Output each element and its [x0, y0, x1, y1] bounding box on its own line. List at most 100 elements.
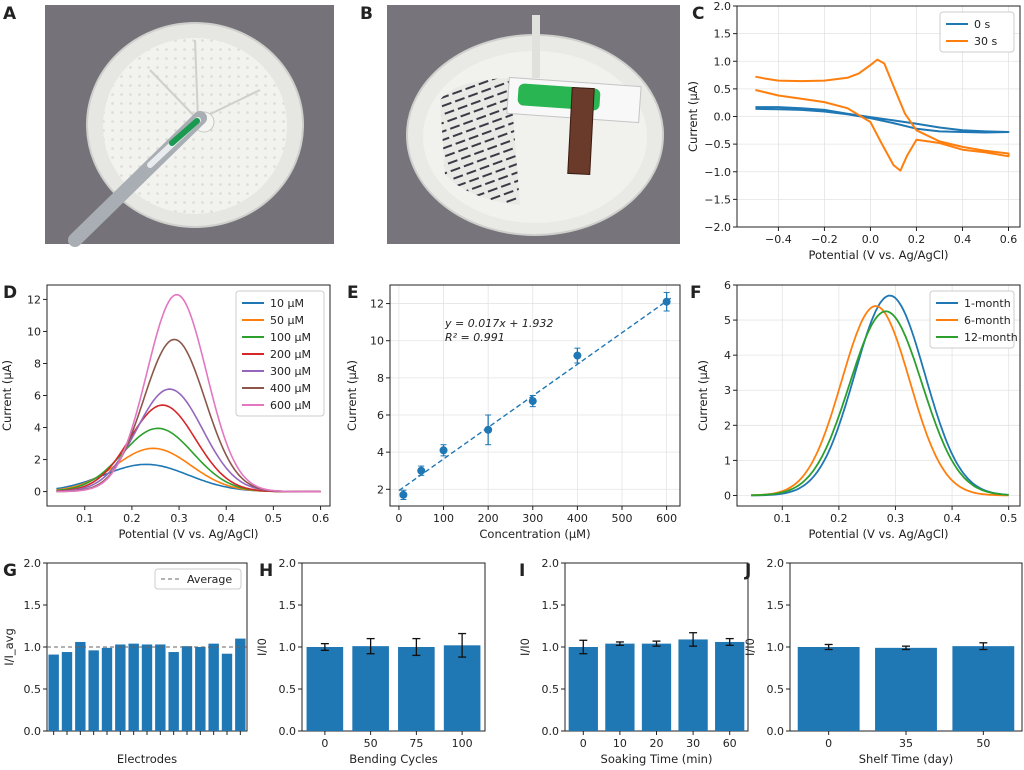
x-tick-label: 0.4 [217, 512, 235, 525]
y-tick-label: 1.0 [767, 641, 785, 654]
y-tick-label: 0.5 [279, 683, 297, 696]
y-axis-label: Current (μA) [345, 360, 359, 431]
y-tick-label: 1.0 [24, 641, 42, 654]
bar [61, 652, 73, 731]
y-tick-label: −0.5 [704, 138, 731, 151]
panel-label-d: D [3, 283, 17, 303]
axes-frame [736, 284, 1021, 507]
legend-label: 0 s [974, 18, 990, 31]
bar [128, 643, 139, 731]
x-tick-label: −0.2 [811, 233, 838, 246]
x-tick-label: 0.0 [862, 233, 880, 246]
y-tick-label: 1.5 [24, 599, 42, 612]
y-tick-label: 1 [724, 454, 731, 467]
y-axis-label: I/I0 [255, 638, 269, 656]
y-tick-label: 0.0 [279, 725, 297, 738]
green-liquid [169, 118, 200, 146]
bar [605, 643, 635, 731]
legend-label: 10 μM [270, 297, 304, 310]
x-tick-label: 200 [478, 512, 499, 525]
photo-b [387, 5, 680, 244]
panel-label-i: I [519, 561, 525, 581]
y-tick-label: 12 [370, 298, 384, 311]
y-tick-label: 2.0 [279, 557, 297, 570]
data-point [417, 466, 426, 475]
x-axis-label: Concentration (μM) [479, 527, 590, 541]
data-point [439, 446, 448, 455]
y-tick-label: 1.5 [767, 599, 785, 612]
x-tick-label: 400 [567, 512, 588, 525]
x-tick-label: 0.4 [954, 233, 972, 246]
x-axis-label: Potential (V vs. Ag/AgCl) [118, 527, 258, 541]
y-tick-label: 1.0 [714, 55, 732, 68]
y-tick-label: 6 [724, 279, 731, 292]
y-tick-label: 4 [724, 349, 731, 362]
x-tick-label: 100 [452, 737, 473, 750]
y-tick-label: 0.5 [714, 83, 732, 96]
x-tick-label: 30 [686, 737, 700, 750]
bar [797, 647, 860, 731]
y-tick-label: 1.0 [279, 641, 297, 654]
bar [568, 647, 598, 731]
legend: 0 s 30 s [939, 11, 1015, 53]
bar [75, 641, 86, 731]
y-tick-label: 6 [377, 409, 384, 422]
y-tick-label: 1.0 [542, 641, 560, 654]
bar [715, 641, 745, 731]
legend: 1-month 6-month 12-month [929, 290, 1018, 349]
x-tick-label: 0.5 [1000, 512, 1018, 525]
y-tick-label: 4 [34, 422, 41, 435]
panel-label-j: J [744, 561, 751, 581]
data-point [399, 490, 408, 499]
y-axis-label: Current (μA) [686, 81, 700, 152]
r-squared: R² = 0.991 [445, 331, 505, 344]
data-point [528, 397, 537, 406]
y-tick-label: 0.0 [24, 725, 42, 738]
legend-box [235, 290, 325, 417]
y-tick-label: −1.0 [704, 166, 731, 179]
panel-j: J 0.0 0.5 1.0 1.5 2.0 Shelf Time (day) I/I0 0 35 5… [743, 557, 1023, 766]
x-tick-label: 20 [650, 737, 664, 750]
y-tick-label: 0 [34, 486, 41, 499]
y-tick-label: 2 [377, 483, 384, 496]
y-tick-label: 0 [724, 489, 731, 502]
fit-equation: y = 0.017x + 1.932 [444, 317, 553, 330]
panel-label-e: E [347, 283, 359, 303]
x-tick-label: 600 [656, 512, 677, 525]
bar [48, 654, 59, 731]
panel-f: F 0 1 2 3 4 5 6 0.1 0.2 0.3 0.4 0.5 Potential (V vs. … [690, 279, 1021, 541]
x-tick-label: 50 [976, 737, 990, 750]
x-tick-label: 0 [825, 737, 832, 750]
bar [195, 647, 206, 731]
panel-h: H 0.0 0.5 1.0 1.5 2.0 Bending Cycles I/I0 0 50 75 1… [255, 557, 486, 766]
x-tick-label: 0.2 [908, 233, 926, 246]
panel-label-h: H [259, 561, 273, 581]
legend-label: 200 μM [270, 348, 311, 361]
y-tick-label: 12 [27, 293, 41, 306]
y-tick-label: 0.5 [767, 683, 785, 696]
x-tick-label: 0.3 [170, 512, 188, 525]
printed-liner [440, 78, 520, 205]
y-tick-label: 5 [724, 314, 731, 327]
bar [208, 643, 219, 731]
panel-label-c: C [692, 4, 704, 24]
bar [443, 645, 481, 731]
y-axis-label: I/I_avg [2, 628, 16, 666]
y-axis-label: Current (μA) [0, 360, 14, 431]
y-tick-label: 0.5 [542, 683, 560, 696]
x-tick-label: 0.5 [265, 512, 283, 525]
x-tick-label: 10 [613, 737, 627, 750]
series-line-0s [755, 106, 1010, 134]
x-tick-label: 300 [522, 512, 543, 525]
legend-box [929, 290, 1015, 349]
x-tick-label: 50 [364, 737, 378, 750]
x-tick-label: 0.4 [943, 512, 961, 525]
y-axis-label: Current (μA) [696, 360, 710, 431]
x-tick-label: 75 [409, 737, 423, 750]
bar [235, 638, 246, 731]
dpv-curve-6 [56, 293, 321, 493]
y-tick-label: 8 [377, 372, 384, 385]
x-tick-label: 0.2 [830, 512, 848, 525]
